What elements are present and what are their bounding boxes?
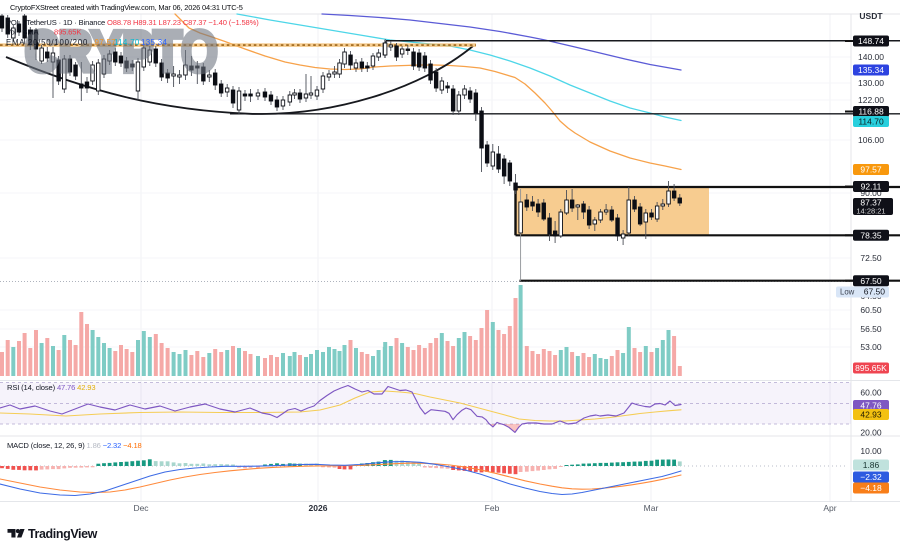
svg-text:87.37: 87.37 — [860, 198, 882, 208]
svg-text:Mar: Mar — [644, 503, 659, 513]
svg-text:10.00: 10.00 — [860, 446, 882, 456]
svg-text:130.00: 130.00 — [858, 78, 884, 88]
svg-text:2026: 2026 — [309, 503, 328, 513]
svg-text:140.00: 140.00 — [858, 52, 884, 62]
svg-text:Vol · SMA: Vol · SMA — [6, 28, 39, 37]
svg-text:114.70: 114.70 — [858, 117, 884, 127]
svg-text:97.57: 97.57 — [95, 38, 117, 47]
svg-text:895.65K: 895.65K — [855, 363, 887, 373]
svg-text:53.00: 53.00 — [860, 342, 882, 352]
svg-text:72.50: 72.50 — [860, 253, 882, 263]
svg-text:60.00: 60.00 — [860, 388, 882, 398]
svg-text:Low: Low — [840, 288, 855, 297]
svg-text:895.65K: 895.65K — [54, 28, 81, 37]
svg-text:116.88: 116.88 — [858, 107, 884, 117]
svg-text:MACD (close, 12, 26, 9) 1.86 −: MACD (close, 12, 26, 9) 1.86 −2.32 −4.18 — [7, 441, 142, 450]
svg-text:−4.18: −4.18 — [860, 483, 882, 493]
svg-text:47.76: 47.76 — [860, 401, 882, 411]
svg-text:Feb: Feb — [485, 503, 500, 513]
svg-text:135.34: 135.34 — [141, 38, 168, 47]
svg-text:EMA 20/50/100/200: EMA 20/50/100/200 — [6, 38, 88, 47]
svg-text:1.86: 1.86 — [863, 460, 880, 470]
svg-text:106.00: 106.00 — [858, 135, 884, 145]
svg-text:114.70: 114.70 — [114, 38, 140, 47]
svg-text:90.00: 90.00 — [860, 188, 882, 198]
svg-text:RSI (14, close) 47.76 42.93: RSI (14, close) 47.76 42.93 — [7, 383, 95, 392]
svg-text:135.34: 135.34 — [858, 65, 884, 75]
svg-text:Dec: Dec — [133, 503, 149, 513]
svg-text:Apr: Apr — [823, 503, 836, 513]
svg-text:20.00: 20.00 — [860, 428, 882, 438]
svg-text:POL / TetherUS · 1D · Binance: POL / TetherUS · 1D · Binance O88.78 H89… — [6, 18, 259, 27]
svg-text:78.35: 78.35 — [860, 231, 882, 241]
svg-text:67.50: 67.50 — [860, 276, 882, 286]
svg-text:56.50: 56.50 — [860, 324, 882, 334]
svg-text:14:28:21: 14:28:21 — [856, 207, 885, 216]
svg-text:60.50: 60.50 — [860, 305, 882, 315]
svg-text:122.00: 122.00 — [858, 95, 884, 105]
svg-text:−2.32: −2.32 — [860, 472, 882, 482]
svg-text:CRYPTO: CRYPTO — [24, 20, 217, 85]
svg-text:TradingView: TradingView — [28, 527, 98, 541]
svg-text:67.50: 67.50 — [864, 287, 886, 297]
svg-text:97.57: 97.57 — [860, 165, 882, 175]
svg-text:CryptoFXStreet created with Tr: CryptoFXStreet created with TradingView.… — [10, 3, 243, 12]
svg-text:148.74: 148.74 — [858, 36, 884, 46]
svg-text:42.93: 42.93 — [860, 410, 882, 420]
svg-text:USDT: USDT — [859, 11, 883, 21]
svg-text:92.11: 92.11 — [861, 182, 882, 192]
